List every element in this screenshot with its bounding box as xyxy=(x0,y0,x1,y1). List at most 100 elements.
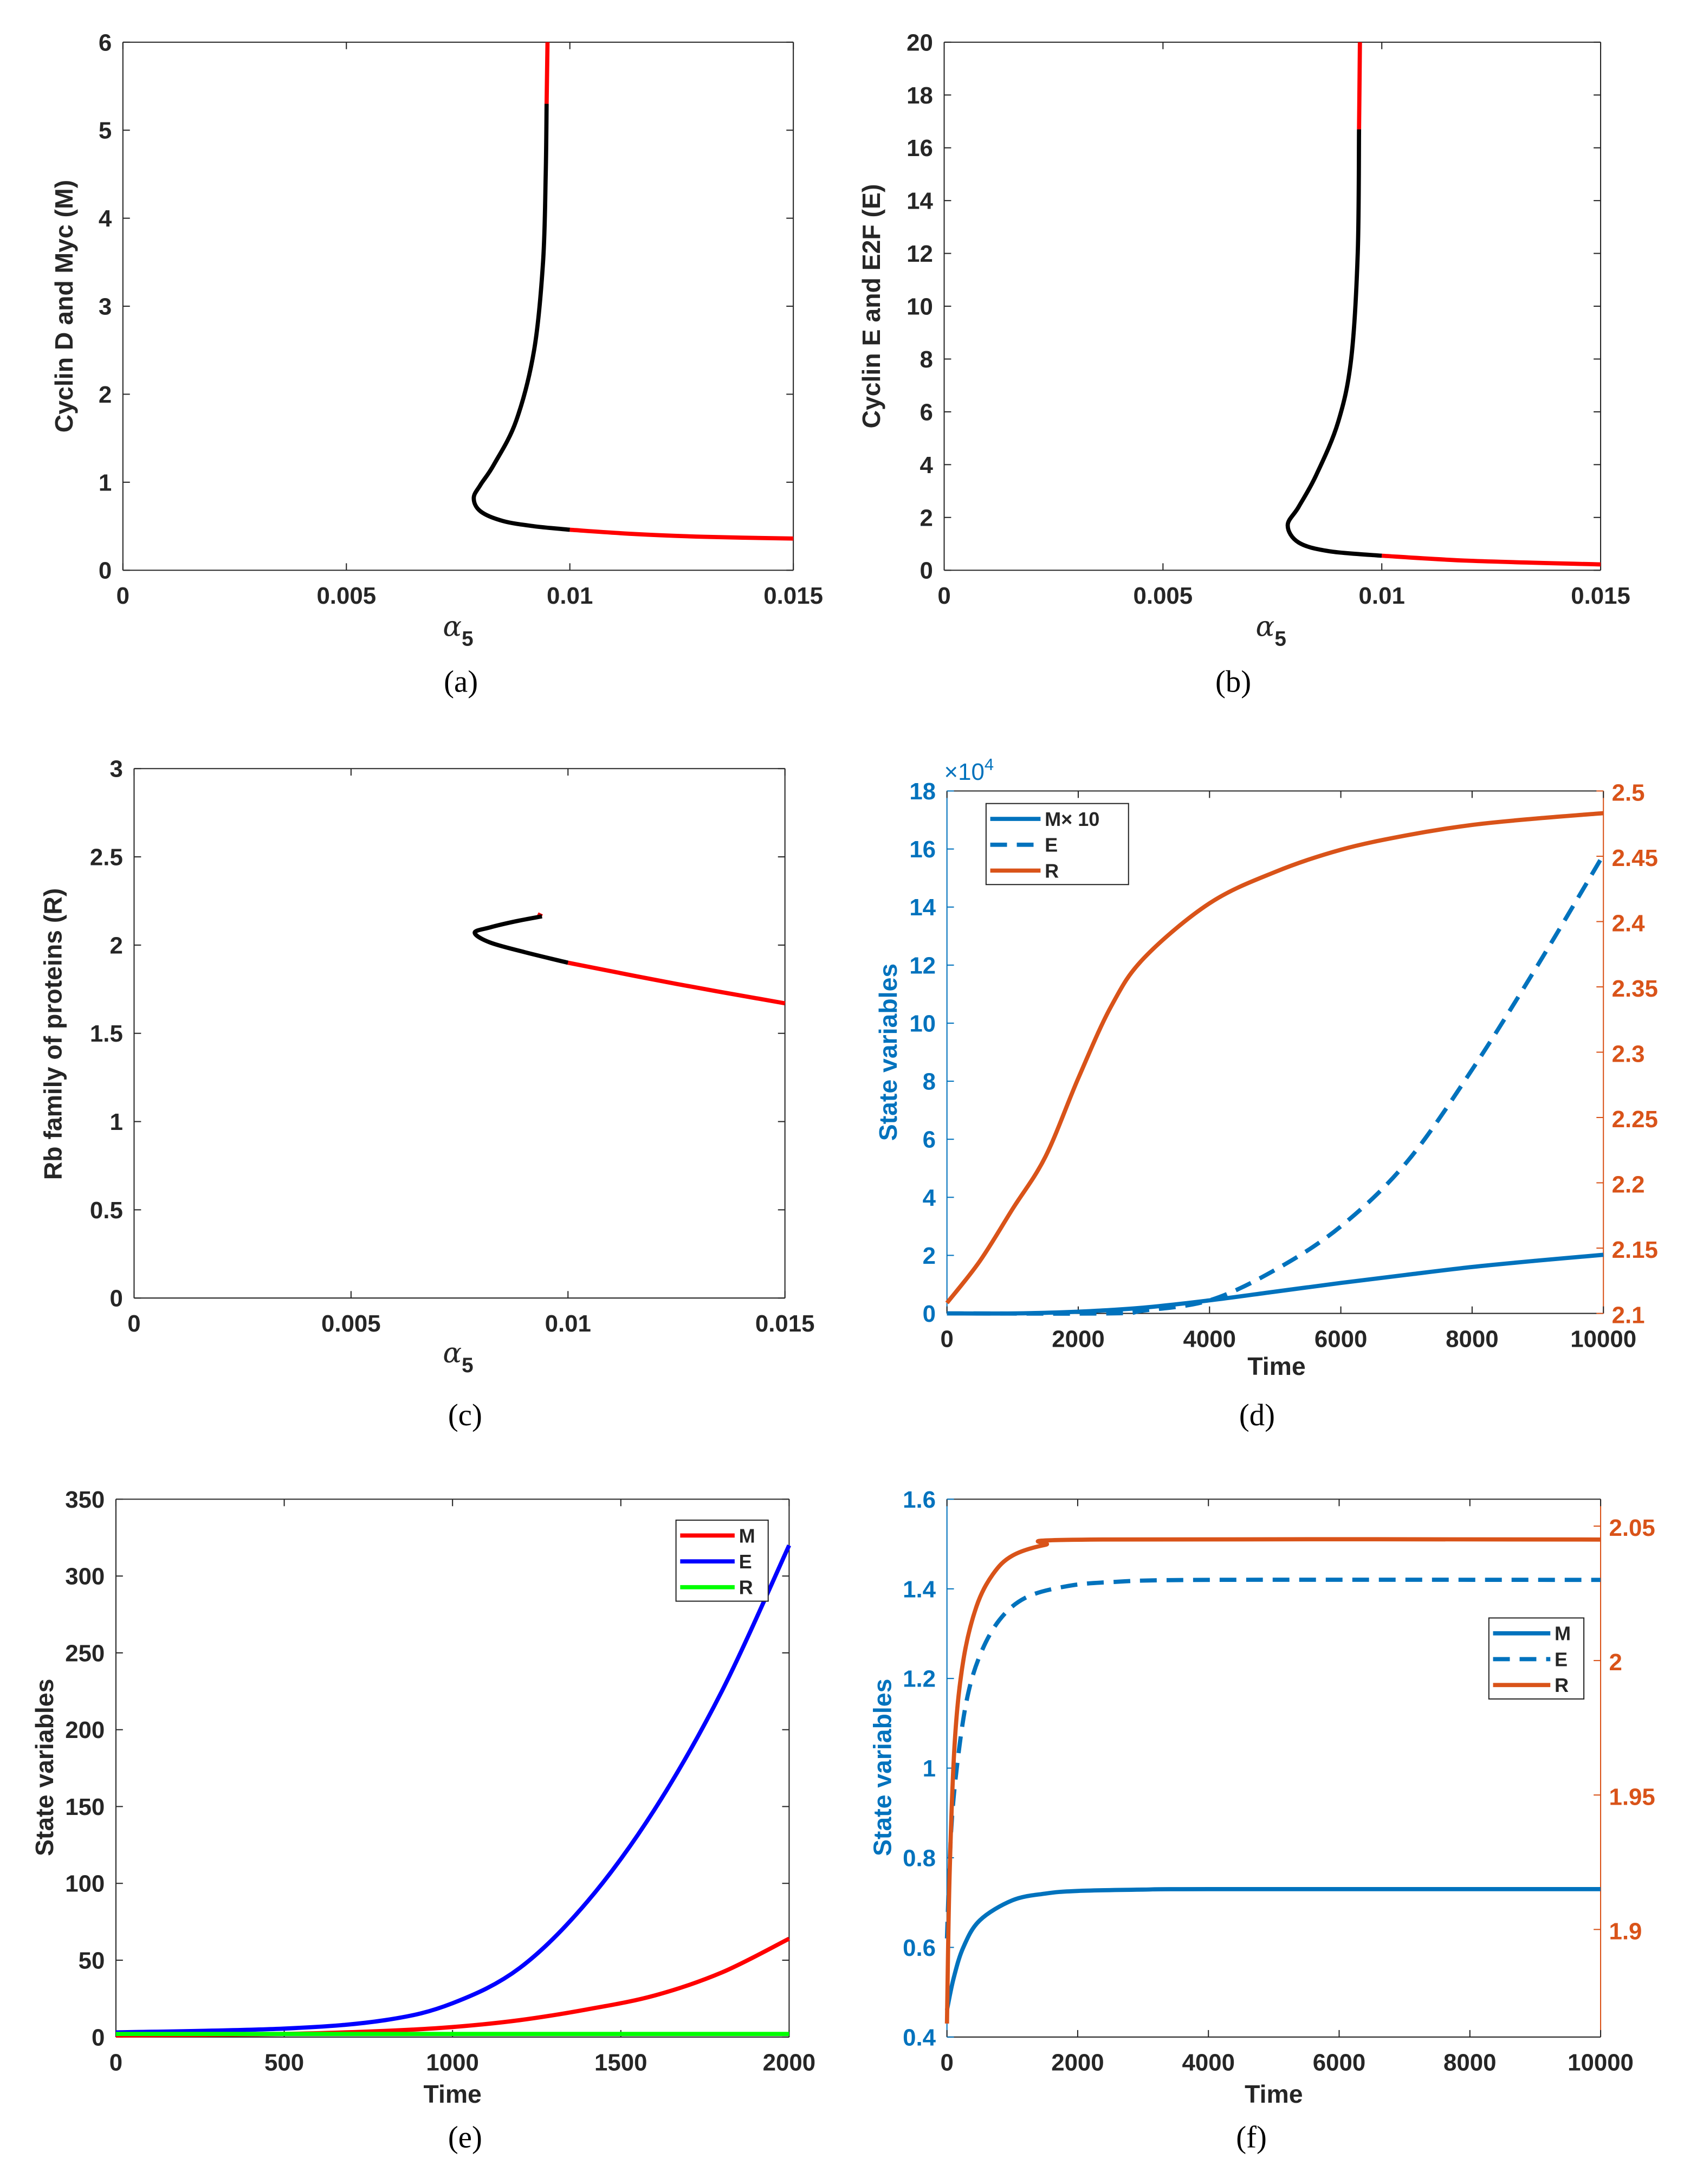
panel-caption: (e) xyxy=(448,2120,482,2154)
series-line-f-2 xyxy=(944,1537,1601,2024)
y-tick-label: 3 xyxy=(99,294,112,320)
x-axis-label: Time xyxy=(423,2080,481,2108)
series-line-d-1 xyxy=(947,854,1605,1316)
y-tick-label: 4 xyxy=(920,452,934,479)
y-tick-label: 4 xyxy=(923,1185,936,1211)
panel-e: 0 500 1000 1500 2000 0 50 100 150 200 250 300 350 MER… xyxy=(30,1487,815,2155)
y-axis-label: State variables xyxy=(869,1679,897,1856)
y-tick-label: 300 xyxy=(65,1563,105,1590)
x-tick-label: 0 xyxy=(109,2050,122,2076)
y-right-tick-label: 2.5 xyxy=(1612,780,1645,806)
y-right-tick-label: 2 xyxy=(1609,1649,1622,1676)
series-line-a-0 xyxy=(544,42,550,104)
y-right-tick-label: 2.45 xyxy=(1612,845,1658,871)
x-label-subscript: 5 xyxy=(462,1354,474,1377)
y-tick-label: 200 xyxy=(65,1717,105,1743)
x-tick-label: 0 xyxy=(116,583,129,609)
y-exponent: ×104 xyxy=(944,755,994,785)
x-tick-label: 0 xyxy=(940,2050,953,2076)
y-tick-label: 2 xyxy=(99,382,112,408)
y-tick-label: 2 xyxy=(923,1243,936,1269)
y-tick-label: 5 xyxy=(99,118,112,144)
y-right-tick-label: 2.2 xyxy=(1612,1172,1645,1198)
y-tick-label: 0 xyxy=(109,1285,122,1312)
x-tick-label: 0 xyxy=(127,1310,140,1337)
panel-caption: (c) xyxy=(448,1398,482,1432)
x-tick-label: 10000 xyxy=(1568,2050,1634,2076)
x-label-subscript: 5 xyxy=(1274,627,1286,650)
x-tick-label: 6000 xyxy=(1313,2050,1365,2076)
series-line-f-0 xyxy=(944,1886,1601,2011)
y-tick-label: 12 xyxy=(909,952,936,979)
panel-f: 0 2000 4000 6000 8000 10000 0.4 0.6 0.8 1 1.2 1.4 1.… xyxy=(869,1487,1655,2155)
legend: MER xyxy=(675,1520,769,1602)
y-tick-label: 8 xyxy=(923,1069,936,1095)
x-tick-label: 4000 xyxy=(1182,2050,1234,2076)
y-axis-label: Cyclin E and E2F (E) xyxy=(857,184,885,429)
y-tick-label: 0.8 xyxy=(903,1845,936,1871)
exponent-power: 4 xyxy=(985,755,994,774)
series-line-b-1 xyxy=(1285,129,1382,558)
x-tick-label: 2000 xyxy=(1052,1326,1104,1352)
panel-c: 0 0.005 0.01 0.015 0 0.5 1 1.5 2 2.5 3 α5 Rb family … xyxy=(38,756,814,1432)
y-tick-label: 10 xyxy=(906,294,933,320)
x-axis-label: α5 xyxy=(443,1337,473,1377)
y-tick-label: 2.5 xyxy=(90,844,123,871)
y-tick-label: 1.4 xyxy=(903,1576,936,1603)
series-line-a-1 xyxy=(471,104,571,532)
y-right-tick-label: 2.05 xyxy=(1609,1515,1655,1541)
panel-caption: (f) xyxy=(1236,2120,1267,2154)
x-tick-label: 8000 xyxy=(1446,1326,1498,1352)
y-tick-label: 3 xyxy=(109,756,122,783)
y-tick-label: 0 xyxy=(92,2024,105,2051)
y-tick-label: 150 xyxy=(65,1794,105,1820)
series-line-b-2 xyxy=(1381,553,1601,567)
y-tick-label: 20 xyxy=(906,29,933,56)
x-axis-label: Time xyxy=(1245,2080,1303,2108)
x-tick-label: 2000 xyxy=(1051,2050,1104,2076)
x-tick-label: 6000 xyxy=(1315,1326,1367,1352)
legend-label: R xyxy=(1045,860,1059,882)
y-tick-label: 2 xyxy=(109,932,122,959)
y-tick-label: 4 xyxy=(99,205,112,232)
y-tick-label: 0 xyxy=(99,558,112,584)
y-axis-label: Cyclin D and Myc (M) xyxy=(50,180,78,432)
x-tick-label: 0.015 xyxy=(763,583,823,609)
legend-label: M× 10 xyxy=(1045,808,1099,830)
y-tick-label: 1.6 xyxy=(903,1487,936,1513)
panel-caption: (d) xyxy=(1239,1398,1275,1432)
y-tick-label: 18 xyxy=(909,778,936,805)
series-line-d-0 xyxy=(947,1252,1604,1316)
x-tick-label: 8000 xyxy=(1443,2050,1496,2076)
legend-label: R xyxy=(1555,1674,1569,1696)
y-tick-label: 10 xyxy=(909,1010,936,1037)
y-right-tick-label: 2.35 xyxy=(1612,975,1658,1002)
y-tick-label: 1.2 xyxy=(903,1666,936,1692)
series-line-a-2 xyxy=(569,527,794,541)
panel-caption: (b) xyxy=(1215,664,1251,699)
x-tick-label: 0.015 xyxy=(1571,583,1630,609)
y-tick-label: 6 xyxy=(99,29,112,56)
y-tick-label: 12 xyxy=(906,241,933,267)
legend-label: M xyxy=(1555,1623,1571,1645)
x-tick-label: 0.01 xyxy=(545,1310,591,1337)
x-tick-label: 0.005 xyxy=(1134,583,1193,609)
y-tick-label: 18 xyxy=(906,82,933,109)
y-tick-label: 0 xyxy=(923,1301,936,1327)
y-right-tick-label: 2.15 xyxy=(1612,1237,1658,1263)
y-right-tick-label: 1.9 xyxy=(1609,1918,1642,1944)
y-axis-label: State variables xyxy=(30,1679,59,1856)
y-tick-label: 1 xyxy=(923,1755,936,1782)
x-label-symbol: α xyxy=(443,1337,462,1369)
x-tick-label: 0.005 xyxy=(321,1310,381,1337)
x-tick-label: 4000 xyxy=(1183,1326,1236,1352)
x-tick-label: 2000 xyxy=(763,2050,815,2076)
legend: M× 10 ER xyxy=(985,803,1129,886)
series-line-d-2 xyxy=(945,811,1604,1304)
y-tick-label: 0.4 xyxy=(903,2024,936,2051)
y-axis-label: Rb family of proteins (R) xyxy=(38,888,67,1180)
y-tick-label: 6 xyxy=(920,399,933,425)
x-tick-label: 1500 xyxy=(594,2050,647,2076)
y-tick-label: 6 xyxy=(923,1127,936,1153)
